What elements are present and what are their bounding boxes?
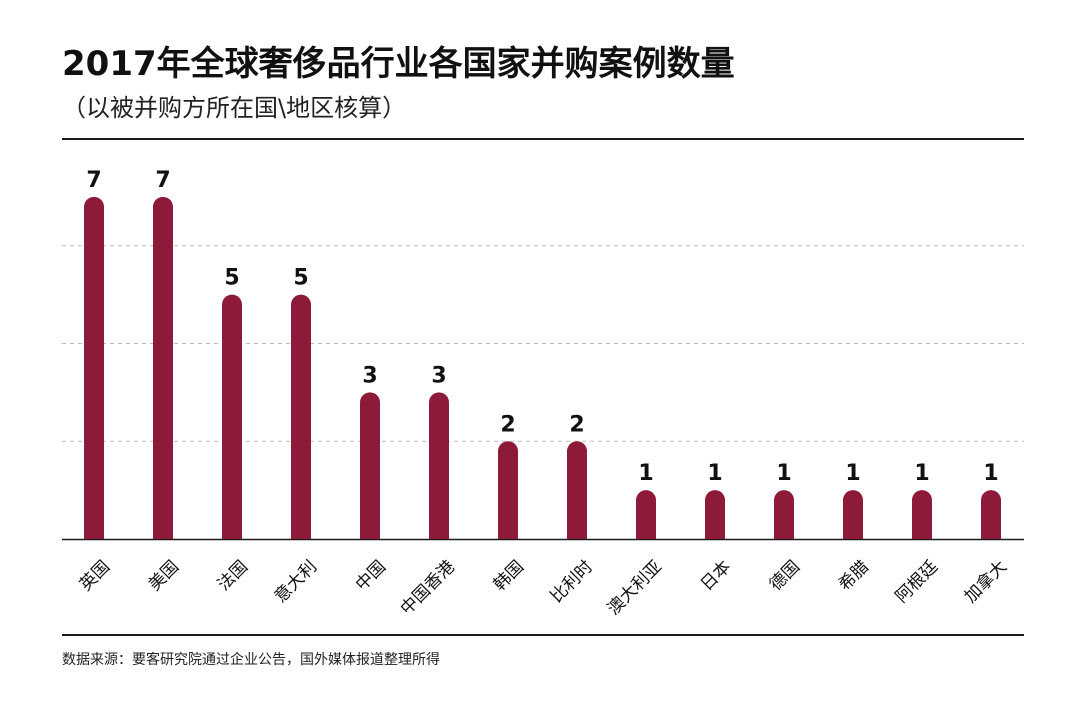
- bar: [774, 490, 794, 539]
- bar: [567, 441, 587, 539]
- data-label: 5: [224, 266, 239, 291]
- chart-subtitle: （以被并购方所在国\地区核算）: [62, 94, 407, 122]
- data-label: 1: [776, 461, 791, 486]
- data-label: 2: [569, 412, 584, 437]
- x-tick-label: 德国: [766, 557, 804, 595]
- x-tick-label: 希腊: [835, 557, 873, 595]
- data-label: 3: [362, 363, 377, 388]
- bar: [153, 196, 173, 539]
- x-tick-label: 阿根廷: [892, 557, 942, 607]
- data-label: 1: [914, 461, 929, 486]
- x-tick-label: 日本: [697, 557, 735, 595]
- bar: [84, 196, 104, 539]
- bar: [222, 294, 242, 539]
- x-tick-label: 美国: [145, 557, 183, 595]
- top-divider: [62, 138, 1024, 140]
- x-tick-label: 意大利: [271, 557, 321, 607]
- data-label: 1: [983, 461, 998, 486]
- data-label: 7: [155, 168, 170, 193]
- bar: [498, 441, 518, 539]
- bar: [291, 294, 311, 539]
- bar: [912, 490, 932, 539]
- chart-title: 2017年全球奢侈品行业各国家并购案例数量: [62, 44, 735, 84]
- x-tick-label: 中国香港: [397, 557, 459, 619]
- x-tick-label: 中国: [352, 557, 390, 595]
- data-label: 1: [845, 461, 860, 486]
- data-label: 3: [431, 363, 446, 388]
- x-tick-label: 比利时: [547, 557, 597, 607]
- bar: [843, 490, 863, 539]
- source-note: 数据来源：要客研究院通过企业公告，国外媒体报道整理所得: [62, 652, 440, 668]
- data-label: 1: [707, 461, 722, 486]
- data-label: 5: [293, 266, 308, 291]
- bar: [705, 490, 725, 539]
- bar: [360, 392, 380, 539]
- x-tick-label: 澳大利亚: [604, 557, 666, 619]
- data-label: 2: [500, 412, 515, 437]
- bar: [981, 490, 1001, 539]
- x-tick-label: 法国: [214, 557, 252, 595]
- bar: [429, 392, 449, 539]
- bar: [636, 490, 656, 539]
- data-label: 7: [86, 168, 101, 193]
- x-tick-label: 加拿大: [960, 556, 1011, 607]
- data-label: 1: [638, 461, 653, 486]
- x-tick-label: 韩国: [490, 557, 528, 595]
- bottom-divider: [62, 634, 1024, 636]
- x-tick-label: 英国: [76, 557, 114, 595]
